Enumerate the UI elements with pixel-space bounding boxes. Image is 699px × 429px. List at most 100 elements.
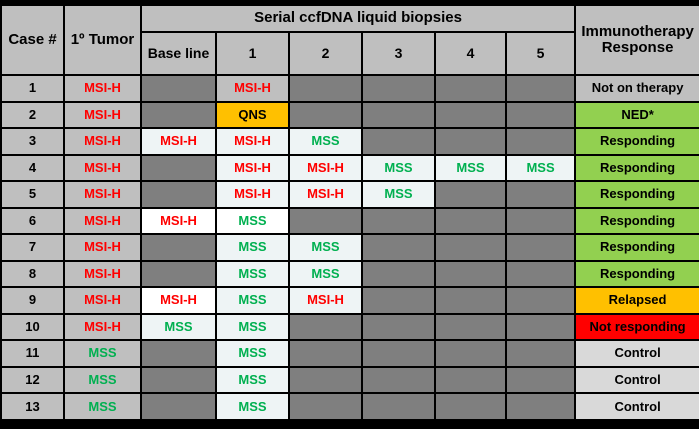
case-number-cell: 3 xyxy=(0,127,65,156)
biopsy-4-cell xyxy=(434,392,507,421)
col-header-response: Immunotherapy Response xyxy=(574,4,699,76)
header-row-biopsies: Base line 1 2 3 4 5 xyxy=(1,31,699,76)
biopsy-4-cell xyxy=(434,339,507,368)
figure-frame: Case # 1º Tumor Serial ccfDNA liquid bio… xyxy=(0,4,699,421)
biopsy-1-cell: MSS xyxy=(215,392,290,421)
biopsy-baseline-cell xyxy=(140,365,217,395)
case-number-cell: 2 xyxy=(0,100,65,130)
biopsy-1-cell: MSI-H xyxy=(215,127,290,156)
case-number-cell: 13 xyxy=(0,392,65,421)
biopsy-baseline-cell: MSI-H xyxy=(140,127,217,156)
biopsy-4-cell xyxy=(434,286,507,315)
biopsy-3-cell xyxy=(361,286,436,315)
biopsy-1-cell: MSS xyxy=(215,365,290,395)
biopsy-4-cell xyxy=(434,206,507,236)
biopsy-1-cell: MSS xyxy=(215,259,290,289)
biopsy-3-cell xyxy=(361,392,436,421)
biopsy-2-cell xyxy=(288,365,363,395)
case-number-cell: 6 xyxy=(0,206,65,236)
biopsy-4-cell: MSS xyxy=(434,153,507,183)
biopsy-baseline-cell: MSI-H xyxy=(140,286,217,315)
biopsy-1-cell: MSS xyxy=(215,312,290,342)
primary-tumor-cell: MSS xyxy=(63,392,142,421)
primary-tumor-cell: MSI-H xyxy=(63,259,142,289)
immunotherapy-response-cell: Responding xyxy=(574,206,699,236)
primary-tumor-cell: MSS xyxy=(63,339,142,368)
case-number-cell: 11 xyxy=(0,339,65,368)
biopsy-2-cell: MSI-H xyxy=(288,180,363,209)
biopsy-4-cell xyxy=(434,365,507,395)
immunotherapy-response-cell: Control xyxy=(574,339,699,368)
primary-tumor-cell: MSI-H xyxy=(63,312,142,342)
immunotherapy-response-cell: Not responding xyxy=(574,312,699,342)
biopsy-4-cell xyxy=(434,312,507,342)
biopsy-3-cell xyxy=(361,339,436,368)
biopsy-baseline-cell xyxy=(140,233,217,262)
biopsy-2-cell xyxy=(288,74,363,103)
primary-tumor-cell: MSI-H xyxy=(63,180,142,209)
table-row: 13 MSS MSS Control xyxy=(0,392,699,421)
immunotherapy-response-cell: Relapsed xyxy=(574,286,699,315)
biopsy-2-cell: MSI-H xyxy=(288,286,363,315)
table-row: 4 MSI-H MSI-H MSI-H MSS MSS MSS Responding xyxy=(0,153,699,183)
col-header-serial-group: Serial ccfDNA liquid biopsies xyxy=(139,4,577,33)
primary-tumor-cell: MSI-H xyxy=(63,153,142,183)
col-header-biopsy-5: 5 xyxy=(504,31,577,76)
biopsy-2-cell: MSS xyxy=(288,259,363,289)
biopsy-1-cell: MSI-H xyxy=(215,74,290,103)
biopsy-baseline-cell xyxy=(140,153,217,183)
primary-tumor-cell: MSI-H xyxy=(63,127,142,156)
biopsy-2-cell: MSI-H xyxy=(288,153,363,183)
biopsy-baseline-cell xyxy=(140,100,217,130)
biopsy-baseline-cell: MSS xyxy=(140,312,217,342)
case-number-cell: 8 xyxy=(0,259,65,289)
primary-tumor-cell: MSI-H xyxy=(63,233,142,262)
biopsy-3-cell: MSS xyxy=(361,153,436,183)
biopsy-5-cell xyxy=(504,259,577,289)
case-number-cell: 9 xyxy=(0,286,65,315)
biopsy-1-cell: QNS xyxy=(215,100,290,130)
table-row: 6 MSI-H MSI-H MSS Responding xyxy=(0,206,699,236)
immunotherapy-response-cell: Responding xyxy=(574,153,699,183)
biopsy-4-cell xyxy=(434,180,507,209)
primary-tumor-cell: MSS xyxy=(63,365,142,395)
case-number-cell: 7 xyxy=(0,233,65,262)
biopsy-5-cell xyxy=(504,312,577,342)
immunotherapy-response-cell: Responding xyxy=(574,127,699,156)
table-row: 10 MSI-H MSS MSS Not responding xyxy=(0,312,699,342)
table-row: 3 MSI-H MSI-H MSI-H MSS Responding xyxy=(0,127,699,156)
biopsy-baseline-cell xyxy=(140,392,217,421)
biopsy-3-cell xyxy=(361,206,436,236)
case-number-cell: 10 xyxy=(0,312,65,342)
biopsy-baseline-cell xyxy=(140,259,217,289)
immunotherapy-response-cell: Control xyxy=(574,392,699,421)
table-row: 1 MSI-H MSI-H Not on therapy xyxy=(0,74,699,103)
biopsy-1-cell: MSS xyxy=(215,233,290,262)
header-row-group: Case # 1º Tumor Serial ccfDNA liquid bio… xyxy=(0,4,699,76)
case-number-cell: 5 xyxy=(0,180,65,209)
biopsy-5-cell: MSS xyxy=(504,153,577,183)
biopsy-1-cell: MSS xyxy=(215,286,290,315)
case-number-cell: 1 xyxy=(0,74,65,103)
biopsy-4-cell xyxy=(434,259,507,289)
biopsy-5-cell xyxy=(504,286,577,315)
col-header-tumor: 1º Tumor xyxy=(63,4,142,76)
biopsy-5-cell xyxy=(504,392,577,421)
biopsy-baseline-cell xyxy=(140,180,217,209)
col-header-biopsy-2: 2 xyxy=(288,31,363,76)
biopsy-5-cell xyxy=(504,127,577,156)
biopsy-3-cell xyxy=(361,74,436,103)
biopsy-baseline-cell xyxy=(140,339,217,368)
biopsy-2-cell: MSS xyxy=(288,233,363,262)
biopsy-5-cell xyxy=(504,100,577,130)
primary-tumor-cell: MSI-H xyxy=(63,100,142,130)
primary-tumor-cell: MSI-H xyxy=(63,74,142,103)
table-row: 2 MSI-H QNS NED* xyxy=(0,100,699,130)
col-header-baseline: Base line xyxy=(140,31,217,76)
biopsy-results-table: Case # 1º Tumor Serial ccfDNA liquid bio… xyxy=(0,4,699,421)
biopsy-2-cell xyxy=(288,392,363,421)
case-number-cell: 4 xyxy=(0,153,65,183)
biopsy-2-cell xyxy=(288,206,363,236)
primary-tumor-cell: MSI-H xyxy=(63,206,142,236)
immunotherapy-response-cell: Responding xyxy=(574,180,699,209)
